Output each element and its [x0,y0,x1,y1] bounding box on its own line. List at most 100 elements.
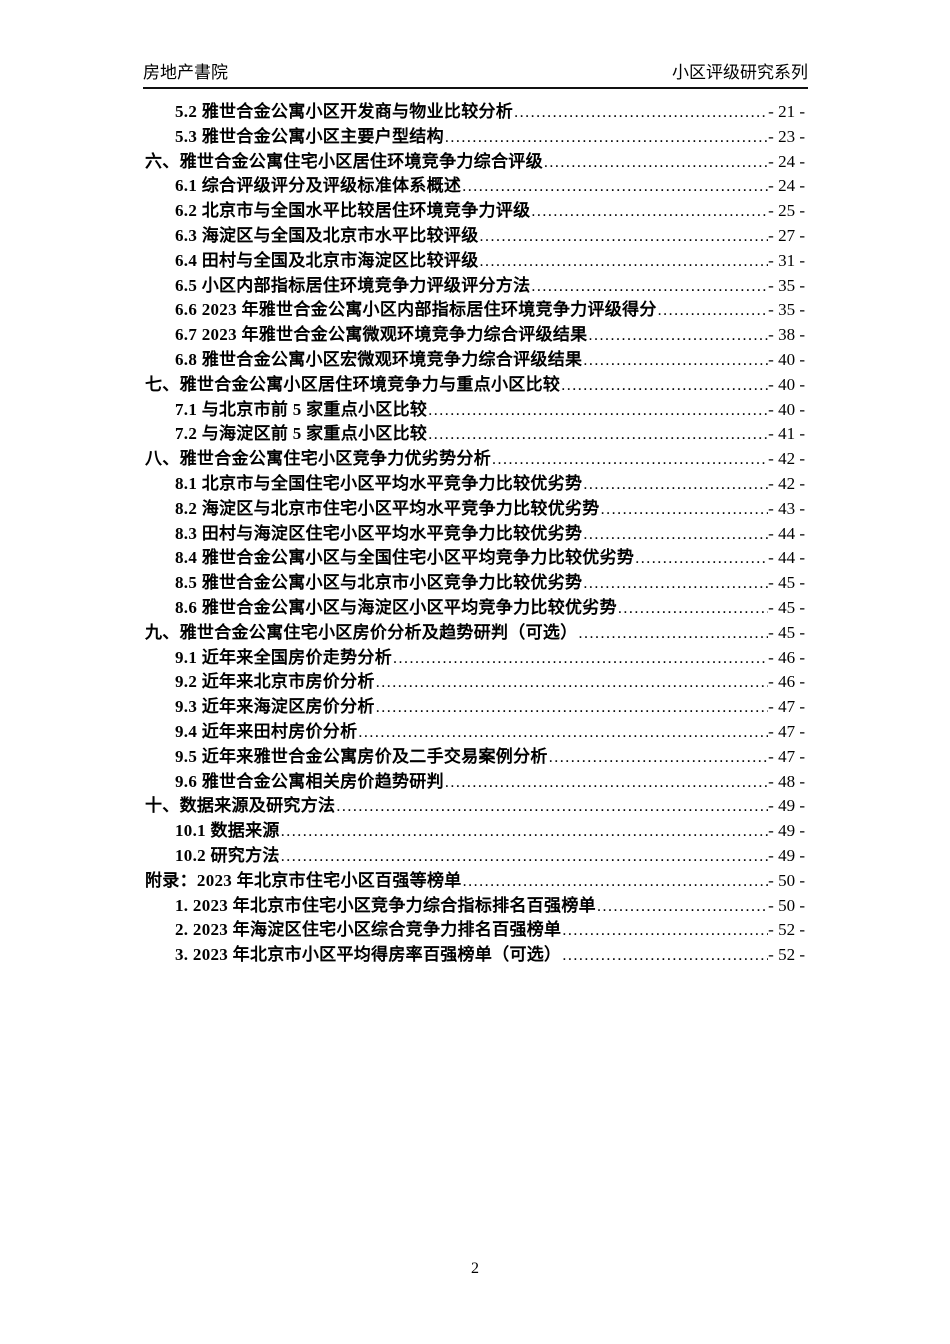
dot-leader [530,199,768,225]
toc-entry: 5.3 雅世合金公寓小区主要户型结构 - 23 - [145,125,805,150]
toc-entry-label: 8.4 雅世合金公寓小区与全国住宅小区平均竞争力比较优劣势 [175,548,635,568]
toc-entry: 十、数据来源及研究方法 - 49 - [145,794,805,819]
toc-entry: 9.6 雅世合金公寓相关房价趋势研判 - 48 - [145,770,805,795]
toc-entry-label: 6.3 海淀区与全国及北京市水平比较评级 [175,225,479,245]
dot-leader [375,670,768,696]
dot-leader [444,770,768,796]
dot-leader [427,398,768,424]
toc-entry-page: - 35 - [768,275,805,295]
toc-entry-label: 1. 2023 年北京市住宅小区竞争力综合指标排名百强榜单 [175,895,596,915]
dot-leader [561,918,768,944]
dot-leader [587,323,768,349]
toc-entry: 七、雅世合金公寓小区居住环境竞争力与重点小区比较 - 40 - [145,373,805,398]
toc-entry: 10.2 研究方法 - 49 - [145,844,805,869]
toc-entry-page: - 40 - [768,374,805,394]
toc-entry-label: 10.1 数据来源 [175,821,280,841]
toc-entry: 八、雅世合金公寓住宅小区竞争力优劣势分析 - 42 - [145,447,805,472]
dot-leader [561,943,768,969]
toc-entry-label: 6.8 雅世合金公寓小区宏微观环境竞争力综合评级结果 [175,349,583,369]
dot-leader [280,819,768,845]
toc-entry: 6.1 综合评级评分及评级标准体系概述 - 24 - [145,174,805,199]
dot-leader [582,472,768,498]
toc-entry-label: 10.2 研究方法 [175,845,280,865]
dot-leader [513,100,768,126]
toc-entry-page: - 41 - [768,424,805,444]
toc-entry-label: 七、雅世合金公寓小区居住环境竞争力与重点小区比较 [145,374,561,394]
toc-entry-label: 附录：2023 年北京市住宅小区百强等榜单 [145,870,462,890]
toc-entry: 6.5 小区内部指标居住环境竞争力评级评分方法 - 35 - [145,274,805,299]
toc-entry-page: - 47 - [768,721,805,741]
toc-entry-page: - 45 - [768,597,805,617]
page-number: 2 [471,1260,479,1277]
toc-entry: 9.1 近年来全国房价走势分析 - 46 - [145,646,805,671]
toc-entry: 5.2 雅世合金公寓小区开发商与物业比较分析 - 21 - [145,100,805,125]
toc-entry-page: - 25 - [768,201,805,221]
toc-entry: 3. 2023 年北京市小区平均得房率百强榜单（可选） - 52 - [145,943,805,968]
toc-entry-page: - 35 - [768,300,805,320]
dot-leader [600,497,769,523]
toc-entry-label: 2. 2023 年海淀区住宅小区综合竞争力排名百强榜单 [175,920,562,940]
toc-entry: 10.1 数据来源 - 49 - [145,819,805,844]
toc-entry: 6.2 北京市与全国水平比较居住环境竞争力评级 - 25 - [145,199,805,224]
toc-entry-label: 8.5 雅世合金公寓小区与北京市小区竞争力比较优劣势 [175,573,583,593]
dot-leader [596,894,768,920]
toc-entry: 附录：2023 年北京市住宅小区百强等榜单 - 50 - [145,869,805,894]
toc-entry: 6.8 雅世合金公寓小区宏微观环境竞争力综合评级结果 - 40 - [145,348,805,373]
dot-leader [392,646,768,672]
toc-entry: 8.2 海淀区与北京市住宅小区平均水平竞争力比较优劣势 - 43 - [145,497,805,522]
toc-entry: 六、雅世合金公寓住宅小区居住环境竞争力综合评级 - 24 - [145,150,805,175]
toc-entry-label: 6.4 田村与全国及北京市海淀区比较评级 [175,250,479,270]
dot-leader [461,174,768,200]
dot-leader [375,695,768,721]
toc-entry-page: - 31 - [768,250,805,270]
toc-entry: 8.3 田村与海淀区住宅小区平均水平竞争力比较优劣势 - 44 - [145,522,805,547]
header-left-title: 房地产書院 [143,63,228,82]
toc-entry-page: - 27 - [768,225,805,245]
dot-leader [280,844,768,870]
toc-entry-label: 5.2 雅世合金公寓小区开发商与物业比较分析 [175,102,514,121]
toc-entry-page: - 42 - [768,473,805,493]
dot-leader [634,546,768,572]
dot-leader [479,224,769,250]
toc-entry-page: - 40 - [768,399,805,419]
toc-entry-label: 八、雅世合金公寓住宅小区竞争力优劣势分析 [145,449,491,469]
toc-entry-page: - 46 - [768,672,805,692]
dot-leader [543,150,768,176]
toc-entry: 8.6 雅世合金公寓小区与海淀区小区平均竞争力比较优劣势 - 45 - [145,596,805,621]
toc-entry-label: 9.3 近年来海淀区房价分析 [175,697,375,717]
toc-entry-label: 6.2 北京市与全国水平比较居住环境竞争力评级 [175,201,531,221]
toc-entry-page: - 49 - [768,821,805,841]
toc-entry-label: 9.6 雅世合金公寓相关房价趋势研判 [175,771,444,791]
toc-entry-label: 7.2 与海淀区前 5 家重点小区比较 [175,424,428,444]
toc-entry: 2. 2023 年海淀区住宅小区综合竞争力排名百强榜单 - 52 - [145,918,805,943]
toc-entry-label: 8.1 北京市与全国住宅小区平均水平竞争力比较优劣势 [175,473,583,493]
toc-entry-label: 9.1 近年来全国房价走势分析 [175,647,392,667]
toc-entry-label: 6.6 2023 年雅世合金公寓小区内部指标居住环境竞争力评级得分 [175,300,657,320]
dot-leader [479,249,769,275]
toc-entry-label: 6.5 小区内部指标居住环境竞争力评级评分方法 [175,275,531,295]
dot-leader [335,794,768,820]
dot-leader [491,447,768,473]
toc-entry-label: 9.2 近年来北京市房价分析 [175,672,375,692]
toc-entry: 7.1 与北京市前 5 家重点小区比较 - 40 - [145,398,805,423]
toc-entry-page: - 50 - [768,895,805,915]
toc-entry-page: - 47 - [768,697,805,717]
toc-entry-page: - 44 - [768,523,805,543]
toc-entry-page: - 40 - [768,349,805,369]
toc-entry: 6.4 田村与全国及北京市海淀区比较评级 - 31 - [145,249,805,274]
toc-entry-label: 3. 2023 年北京市小区平均得房率百强榜单（可选） [175,945,562,965]
toc-entry-page: - 45 - [768,622,805,642]
toc-entry: 1. 2023 年北京市住宅小区竞争力综合指标排名百强榜单 - 50 - [145,894,805,919]
dot-leader [560,373,768,399]
dot-leader [444,125,768,151]
toc-entry-label: 5.3 雅世合金公寓小区主要户型结构 [175,126,444,146]
toc-entry-label: 7.1 与北京市前 5 家重点小区比较 [175,399,428,419]
toc-entry-label: 九、雅世合金公寓住宅小区房价分析及趋势研判（可选） [145,622,578,642]
header-right-title: 小区评级研究系列 [672,63,808,82]
toc-entry: 9.4 近年来田村房价分析 - 47 - [145,720,805,745]
toc-entry-label: 6.7 2023 年雅世合金公寓微观环境竞争力综合评级结果 [175,325,588,345]
toc-entry-page: - 50 - [768,870,805,890]
toc-entry-label: 8.6 雅世合金公寓小区与海淀区小区平均竞争力比较优劣势 [175,597,617,617]
toc-entry-page: - 44 - [768,548,805,568]
